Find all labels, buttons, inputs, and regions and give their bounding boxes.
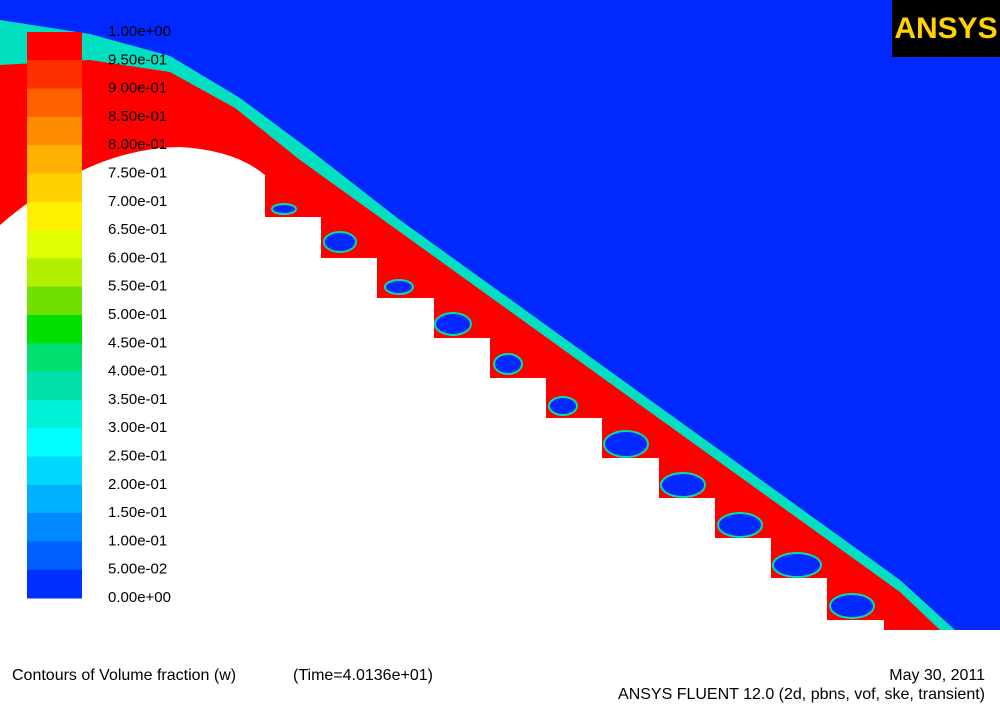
colorbar-label: 1.00e-01 [108,532,167,549]
colorbar-label: 5.00e-01 [108,306,167,323]
step-vortices [271,203,875,619]
colorbar: 1.00e+00 9.50e-01 9.00e-01 8.50e-01 8.00e-01… [27,23,171,606]
colorbar-label: 3.50e-01 [108,391,167,408]
colorbar-band [27,484,82,514]
colorbar-label: 3.00e-01 [108,419,167,436]
colorbar-label: 5.50e-01 [108,278,167,295]
colorbar-label: 8.50e-01 [108,108,167,125]
plot-time: (Time=4.0136e+01) [293,667,433,684]
colorbar-label: 1.00e+00 [108,23,171,40]
logo: ANSYS [892,0,1000,57]
product-info: ANSYS FLUENT 12.0 (2d, pbns, vof, ske, t… [618,686,985,703]
colorbar-band [27,541,82,571]
colorbar-label: 2.00e-01 [108,476,167,493]
colorbar-label: 0.00e+00 [108,589,171,606]
colorbar-band [27,371,82,401]
colorbar-band [27,60,82,90]
colorbar-band [27,230,82,259]
colorbar-band [27,116,82,146]
colorbar-band [27,173,82,203]
colorbar-band [27,88,82,118]
colorbar-label: 6.00e-01 [108,249,167,266]
colorbar-label: 7.50e-01 [108,164,167,181]
colorbar-label: 7.00e-01 [108,193,167,210]
colorbar-label: 8.00e-01 [108,136,167,153]
colorbar-band [27,456,82,486]
plot-title: Contours of Volume fraction (w) [12,667,236,684]
colorbar-band [27,513,82,542]
colorbar-band [27,315,82,344]
colorbar-band [27,286,82,316]
colorbar-label: 4.00e-01 [108,363,167,380]
plot-date: May 30, 2011 [889,667,985,684]
logo-text: ANSYS [894,12,997,45]
colorbar-band [27,569,82,599]
colorbar-band [27,258,82,288]
colorbar-label: 5.00e-02 [108,561,167,578]
colorbar-label: 2.50e-01 [108,447,167,464]
colorbar-band [27,343,82,373]
colorbar-label: 4.50e-01 [108,334,167,351]
colorbar-band [27,145,82,174]
colorbar-band [27,399,82,429]
colorbar-band [27,428,82,457]
spillway-body [0,147,884,630]
colorbar-label: 1.50e-01 [108,504,167,521]
colorbar-label: 6.50e-01 [108,221,167,238]
colorbar-band [27,32,82,61]
contour-plot [0,0,1000,630]
colorbar-band [27,201,82,231]
colorbar-label: 9.50e-01 [108,51,167,68]
colorbar-label: 9.00e-01 [108,80,167,97]
